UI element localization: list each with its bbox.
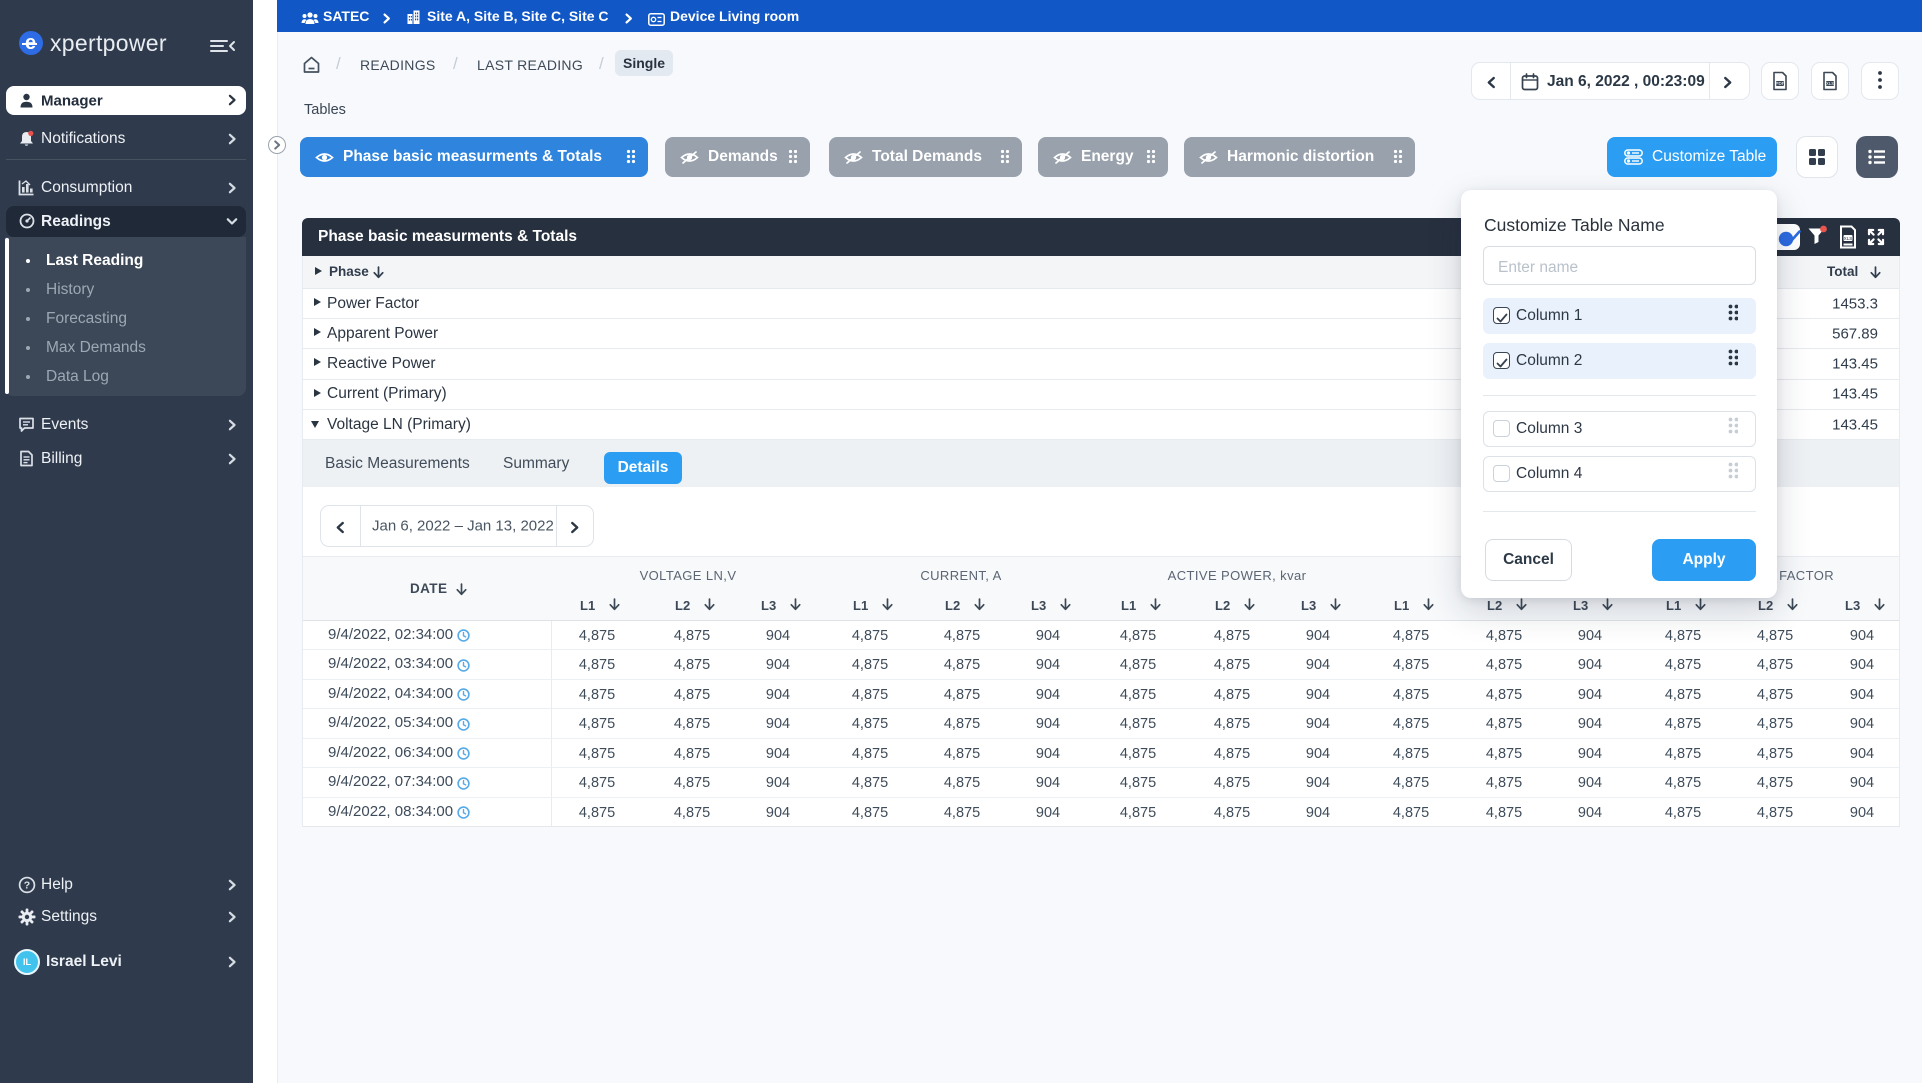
svg-text:XLS: XLS <box>1844 236 1853 241</box>
svg-text:XLS: XLS <box>1826 81 1835 86</box>
svg-text:?: ? <box>24 880 30 892</box>
svg-text:PDF: PDF <box>1776 81 1785 86</box>
